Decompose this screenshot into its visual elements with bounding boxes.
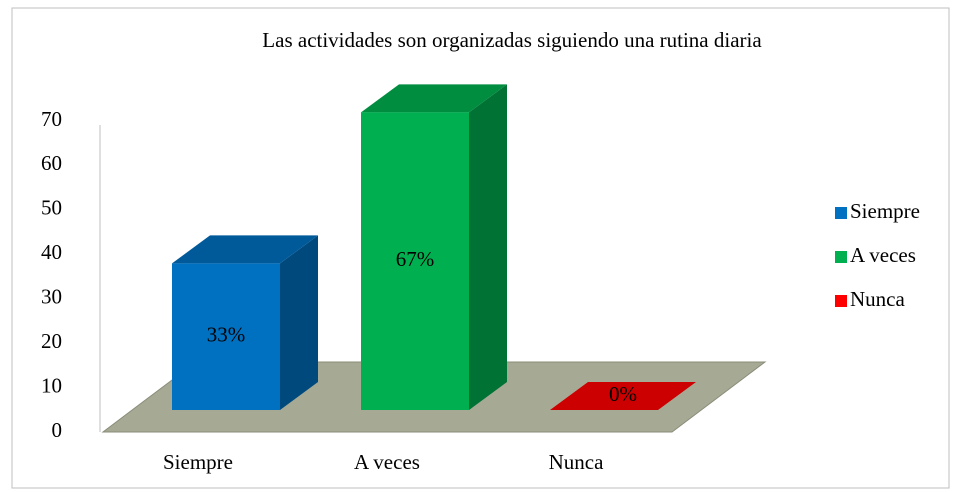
data-label: 67% bbox=[396, 247, 435, 271]
y-tick-label: 30 bbox=[41, 285, 62, 309]
bar-top bbox=[361, 84, 507, 113]
legend-swatch bbox=[835, 207, 847, 219]
bar-side bbox=[280, 235, 318, 410]
legend-label: Nunca bbox=[850, 287, 905, 311]
y-tick-label: 20 bbox=[41, 329, 62, 353]
bar-top bbox=[550, 382, 696, 410]
y-tick-label: 40 bbox=[41, 240, 62, 264]
y-tick-label: 0 bbox=[52, 418, 63, 442]
legend-label: Siempre bbox=[850, 199, 920, 223]
legend-swatch bbox=[835, 251, 847, 263]
y-tick-label: 70 bbox=[41, 107, 62, 131]
x-tick-label: Siempre bbox=[163, 450, 233, 474]
x-tick-label: A veces bbox=[354, 450, 420, 474]
bar-side bbox=[469, 84, 507, 410]
bar-top bbox=[172, 235, 318, 264]
data-label: 33% bbox=[207, 323, 246, 347]
y-tick-label: 10 bbox=[41, 373, 62, 397]
data-label: 0% bbox=[609, 382, 637, 406]
y-tick-label: 60 bbox=[41, 151, 62, 175]
chart-title: Las actividades son organizadas siguiend… bbox=[262, 28, 762, 52]
legend-label: A veces bbox=[850, 243, 916, 267]
legend-swatch bbox=[835, 295, 847, 307]
y-tick-label: 50 bbox=[41, 196, 62, 220]
x-tick-label: Nunca bbox=[549, 450, 604, 474]
bar bbox=[172, 263, 280, 410]
bar bbox=[361, 112, 469, 410]
